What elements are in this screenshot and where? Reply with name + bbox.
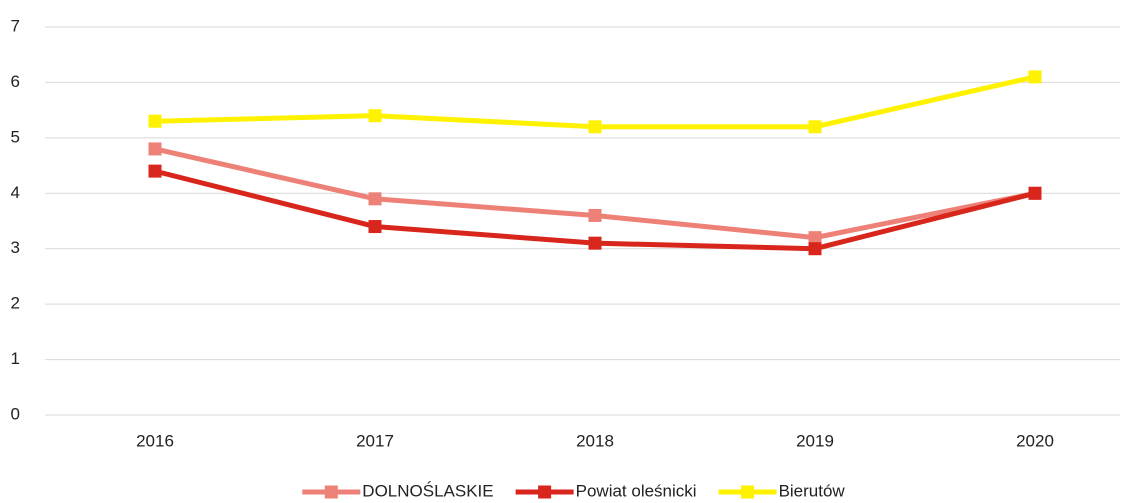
point-marker	[808, 120, 822, 134]
y-tick-label: 7	[11, 16, 20, 35]
series-line	[154, 74, 1036, 130]
point-marker	[148, 164, 162, 178]
point-marker	[808, 231, 822, 245]
point-marker	[1028, 186, 1042, 200]
y-tick-label: 3	[11, 238, 20, 257]
y-tick-label: 2	[11, 294, 20, 313]
legend-label: Powiat oleśnicki	[576, 481, 697, 500]
legend-item: DOLNOŚLASKIE	[302, 481, 494, 500]
point-marker	[808, 242, 822, 256]
point-marker	[368, 109, 382, 123]
legend: DOLNOŚLASKIE Powiat oleśnicki Bierutów	[302, 481, 845, 500]
y-tick-label: 0	[11, 404, 20, 423]
point-marker	[368, 220, 382, 234]
point-marker	[368, 192, 382, 206]
x-tick-label: 2018	[576, 431, 614, 450]
point-marker	[148, 114, 162, 128]
legend-marker	[538, 485, 552, 499]
legend-label: Bierutów	[779, 481, 846, 500]
x-tick-label: 2020	[1016, 431, 1054, 450]
point-marker	[148, 142, 162, 156]
y-tick-label: 1	[11, 349, 20, 368]
legend-item: Bierutów	[718, 481, 846, 500]
point-marker	[588, 236, 602, 250]
y-tick-label: 5	[11, 127, 20, 146]
legend-marker	[324, 485, 338, 499]
y-tick-label: 4	[11, 183, 20, 202]
x-tick-label: 2017	[356, 431, 394, 450]
legend-item: Powiat oleśnicki	[515, 481, 697, 500]
point-marker	[1028, 70, 1042, 84]
x-tick-label: 2019	[796, 431, 834, 450]
y-tick-label: 6	[11, 72, 20, 91]
legend-marker	[741, 485, 755, 499]
point-marker	[588, 208, 602, 222]
point-marker	[588, 120, 602, 134]
x-tick-label: 2016	[136, 431, 174, 450]
legend-label: DOLNOŚLASKIE	[362, 481, 493, 500]
